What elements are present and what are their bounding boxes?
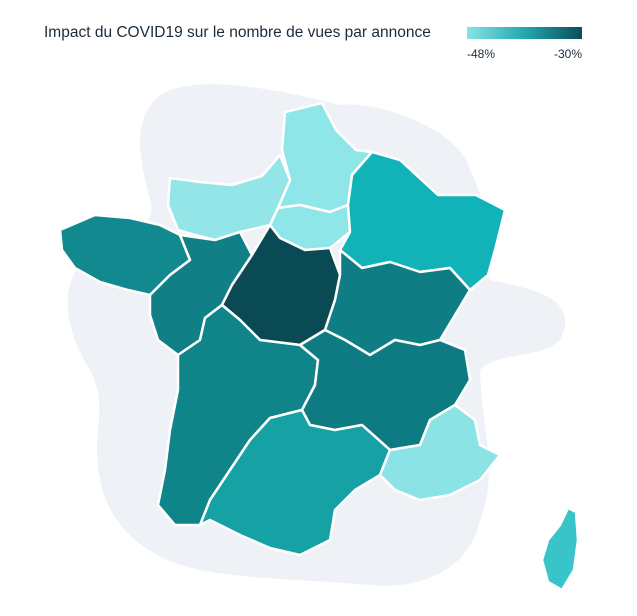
region-corse[interactable] — [540, 506, 580, 592]
color-legend: -48% -30% — [467, 27, 582, 61]
legend-labels: -48% -30% — [467, 47, 582, 61]
map-title: Impact du COVID19 sur le nombre de vues … — [44, 24, 431, 41]
legend-gradient-bar — [467, 27, 582, 39]
legend-min-label: -48% — [467, 47, 496, 61]
region-provence-alpes-cote-dazur[interactable] — [378, 403, 502, 502]
region-occitanie[interactable] — [198, 408, 392, 557]
legend-max-label: -30% — [553, 47, 582, 61]
